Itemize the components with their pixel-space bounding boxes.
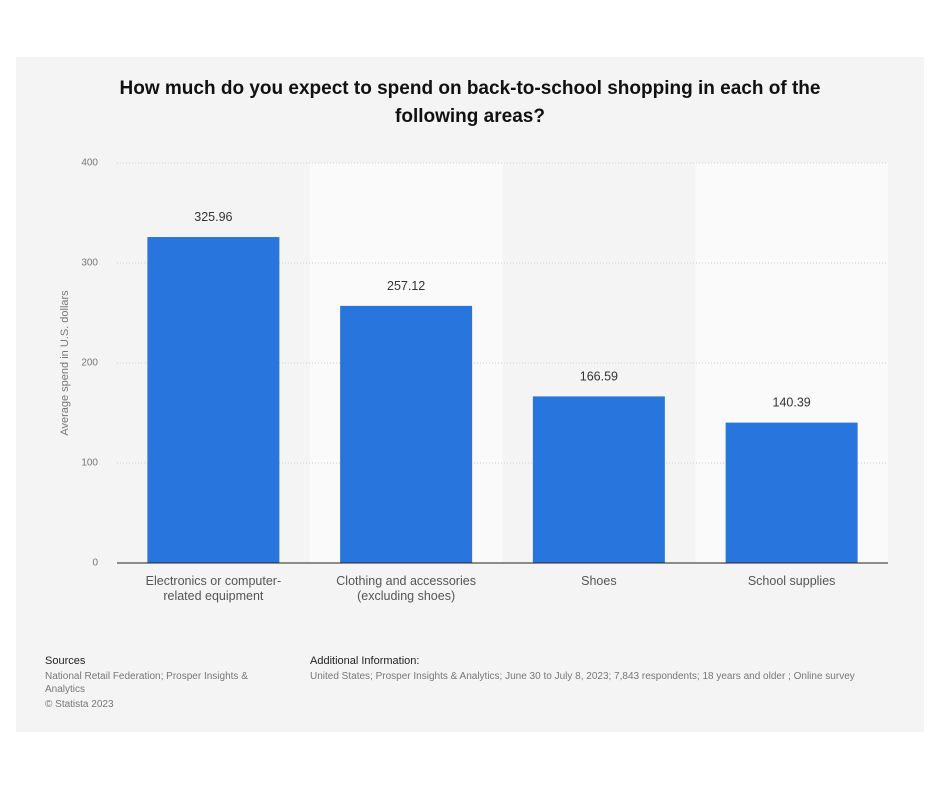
- y-tick-label: 400: [81, 158, 98, 169]
- bar: [147, 237, 280, 564]
- y-tick-label: 200: [81, 358, 98, 369]
- value-label: 166.59: [580, 369, 618, 383]
- bar: [532, 396, 665, 563]
- additional-info: United States; Prosper Insights & Analyt…: [310, 671, 855, 682]
- additional-heading: Additional Information:: [310, 655, 420, 667]
- value-label: 257.12: [387, 279, 425, 293]
- bar: [725, 422, 858, 563]
- chart-panel: 0 100 200 300 400 Average spend in U.S. dolla…: [16, 57, 924, 732]
- y-tick-label: 0: [92, 558, 98, 569]
- chart: 0 100 200 300 400 Average spend in U.S. dolla…: [59, 158, 888, 569]
- value-label: 325.96: [194, 210, 232, 224]
- y-tick-label: 100: [81, 458, 98, 469]
- y-tick-label: 300: [81, 258, 98, 269]
- x-tick-label: Clothing and accessories (excluding shoe…: [336, 574, 476, 603]
- y-axis-label: Average spend in U.S. dollars: [59, 290, 71, 436]
- value-label: 140.39: [773, 396, 811, 410]
- x-tick-label: Electronics or computer-related equipmen…: [145, 574, 282, 603]
- sources: National Retail Federation; Prosper Insi…: [45, 671, 248, 695]
- sources-heading: Sources: [45, 655, 86, 667]
- copyright: © Statista 2023: [45, 699, 114, 710]
- x-tick-label: School supplies: [747, 574, 836, 588]
- x-tick-label: Shoes: [581, 574, 617, 588]
- chart-title: How much do you expect to spend on back-…: [119, 78, 821, 127]
- bar: [340, 305, 473, 563]
